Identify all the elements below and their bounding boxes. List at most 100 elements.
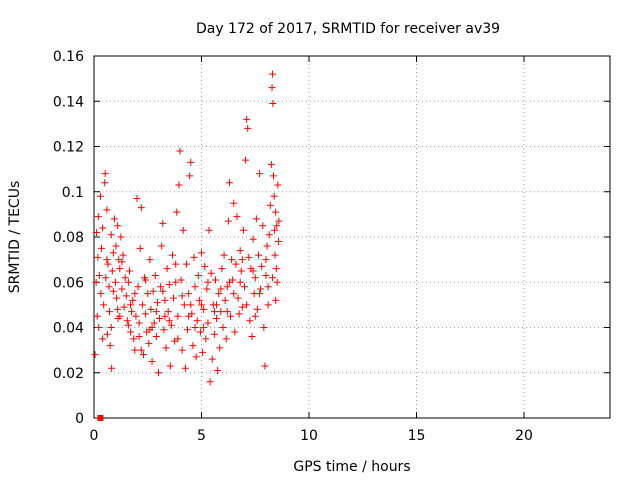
data-point xyxy=(264,283,272,291)
data-point xyxy=(199,348,207,356)
data-point xyxy=(198,249,205,257)
data-point xyxy=(132,312,140,320)
data-point xyxy=(262,271,270,279)
chart-title: Day 172 of 2017, SRMTID for receiver av3… xyxy=(196,21,500,37)
y-tick-label: 0.1 xyxy=(62,185,84,201)
data-point xyxy=(187,158,195,166)
data-point xyxy=(98,244,106,252)
data-point xyxy=(271,251,279,259)
data-point xyxy=(223,283,231,291)
data-point xyxy=(162,344,170,352)
data-point xyxy=(225,179,233,187)
data-point xyxy=(253,305,261,313)
data-point xyxy=(174,312,182,320)
data-point xyxy=(139,351,147,359)
y-tick-label: 0 xyxy=(75,411,84,427)
data-point xyxy=(122,292,130,300)
data-point xyxy=(246,317,254,325)
data-point xyxy=(249,267,257,275)
data-point xyxy=(164,308,172,316)
data-point xyxy=(181,364,189,372)
data-point xyxy=(235,310,243,318)
data-point xyxy=(217,285,225,293)
data-point xyxy=(138,301,146,309)
data-point xyxy=(213,314,221,322)
data-point xyxy=(163,265,171,273)
data-point xyxy=(112,242,120,250)
data-point xyxy=(191,283,199,291)
data-point xyxy=(160,326,168,334)
data-point xyxy=(135,319,143,327)
data-point xyxy=(275,217,283,225)
data-point xyxy=(256,290,264,298)
data-point xyxy=(148,357,156,365)
y-tick-label: 0.14 xyxy=(53,94,84,110)
data-point xyxy=(268,70,276,78)
data-point xyxy=(167,321,175,329)
data-point xyxy=(96,192,104,200)
data-point xyxy=(261,362,269,370)
data-point xyxy=(265,231,273,239)
data-point xyxy=(220,251,228,259)
data-point xyxy=(211,276,219,284)
data-point xyxy=(108,267,116,275)
data-point xyxy=(161,296,169,304)
data-point xyxy=(97,290,105,298)
data-point xyxy=(137,346,145,354)
data-point xyxy=(243,115,251,123)
data-point xyxy=(252,215,260,223)
data-point xyxy=(230,290,238,298)
data-point xyxy=(123,317,131,325)
data-point xyxy=(165,281,173,289)
data-point xyxy=(223,308,231,316)
data-point xyxy=(103,256,111,264)
data-point xyxy=(215,290,223,298)
data-point xyxy=(127,301,135,309)
data-point xyxy=(136,244,144,252)
data-point xyxy=(125,267,133,275)
data-point xyxy=(194,271,202,279)
data-point xyxy=(172,260,180,268)
data-point xyxy=(172,278,180,286)
data-point xyxy=(99,224,107,232)
data-point xyxy=(131,290,139,298)
x-tick-label: 10 xyxy=(300,428,318,444)
data-point xyxy=(99,335,107,343)
data-point xyxy=(152,308,160,316)
data-point xyxy=(271,226,279,234)
x-tick-label: 0 xyxy=(90,428,99,444)
data-point xyxy=(109,249,117,257)
data-point xyxy=(260,324,268,331)
data-point xyxy=(248,333,256,341)
data-point xyxy=(225,278,233,286)
data-point xyxy=(251,312,259,320)
data-point xyxy=(120,303,128,311)
data-point xyxy=(103,206,111,214)
data-point xyxy=(201,262,209,270)
data-point xyxy=(267,161,275,169)
data-point xyxy=(268,84,276,92)
data-point xyxy=(109,287,117,295)
data-point xyxy=(135,333,143,341)
data-point xyxy=(203,285,211,293)
data-point xyxy=(185,290,193,298)
y-tick-label: 0.06 xyxy=(53,275,84,291)
data-point xyxy=(245,253,253,261)
data-point xyxy=(113,294,121,302)
data-point xyxy=(234,294,242,302)
data-point xyxy=(178,292,186,300)
data-point xyxy=(155,369,162,377)
data-point xyxy=(244,124,252,132)
data-point xyxy=(146,256,154,264)
data-point xyxy=(186,172,194,180)
data-point xyxy=(106,342,114,350)
data-point xyxy=(208,355,216,363)
data-point xyxy=(185,312,193,320)
tick-layer: 0 5 10 15 20 0 0.02 0.04 0.06 0.08 0.1 0.12 0.14 0.16 xyxy=(53,49,610,444)
data-point xyxy=(100,301,108,309)
data-point xyxy=(178,346,186,354)
data-point xyxy=(112,278,119,286)
data-point xyxy=(147,305,155,313)
data-point xyxy=(94,213,102,221)
